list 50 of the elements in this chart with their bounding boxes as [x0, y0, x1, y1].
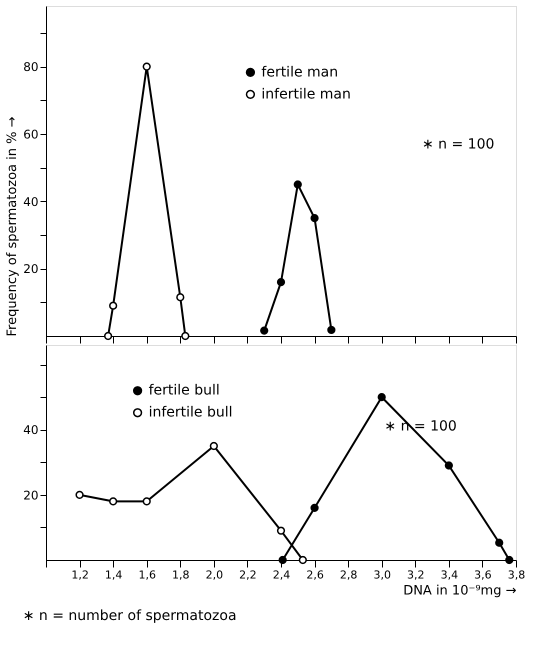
point [327, 326, 336, 334]
y-tick-label: 20 [23, 488, 38, 502]
point [298, 556, 307, 564]
point [109, 497, 118, 506]
x-tick-label: 2,8 [340, 568, 358, 582]
x-tick-label: 2,0 [206, 568, 224, 582]
x-tick-label: 2,6 [306, 568, 324, 582]
point [260, 326, 268, 335]
point [278, 556, 287, 564]
x-tick-label: 1,2 [71, 568, 89, 582]
x-tick-label: 3,6 [474, 568, 492, 582]
legend-label: infertile man [261, 86, 351, 102]
legend-label: fertile man [261, 64, 338, 80]
point [210, 442, 218, 450]
y-tick-label: 60 [23, 127, 38, 142]
point [104, 332, 112, 340]
y-axis-title: Frequency of spermatozoa in % → [5, 116, 20, 336]
x-tick-label: 1,6 [138, 568, 156, 582]
legend-label: fertile bull [148, 382, 220, 399]
x-tick-label: 2,4 [272, 568, 290, 582]
y-tick-label: 80 [23, 60, 38, 74]
point [378, 393, 386, 402]
x-tick-label: 1,8 [172, 568, 190, 582]
y-tick-label: 40 [23, 423, 38, 438]
point [310, 214, 319, 222]
annotation: ∗ n = 100 [422, 136, 494, 153]
point [176, 293, 184, 302]
x-tick-label: 3,8 [508, 568, 526, 582]
point [142, 62, 151, 71]
point [294, 180, 302, 189]
legend-label: infertile bull [148, 404, 233, 421]
point [444, 461, 453, 470]
x-tick-label: 3,0 [373, 568, 391, 582]
point [495, 538, 504, 547]
y-tick-label: 40 [23, 194, 38, 209]
x-tick-label: 3,2 [407, 568, 425, 582]
point [75, 490, 84, 499]
point [310, 504, 319, 512]
point [276, 526, 286, 535]
x-tick-label: 3,4 [440, 568, 458, 582]
x-tick-label: 2,2 [239, 568, 257, 582]
x-tick-label: 1,4 [104, 568, 122, 582]
point [276, 278, 286, 286]
text: ∗ n = number of spermatozoa [22, 608, 237, 624]
y-tick-label: 20 [23, 262, 38, 276]
point [109, 302, 118, 310]
point [142, 497, 151, 506]
x-axis-title: DNA in 10⁻⁹mg → [403, 584, 517, 598]
point [181, 332, 190, 340]
point [505, 556, 514, 564]
